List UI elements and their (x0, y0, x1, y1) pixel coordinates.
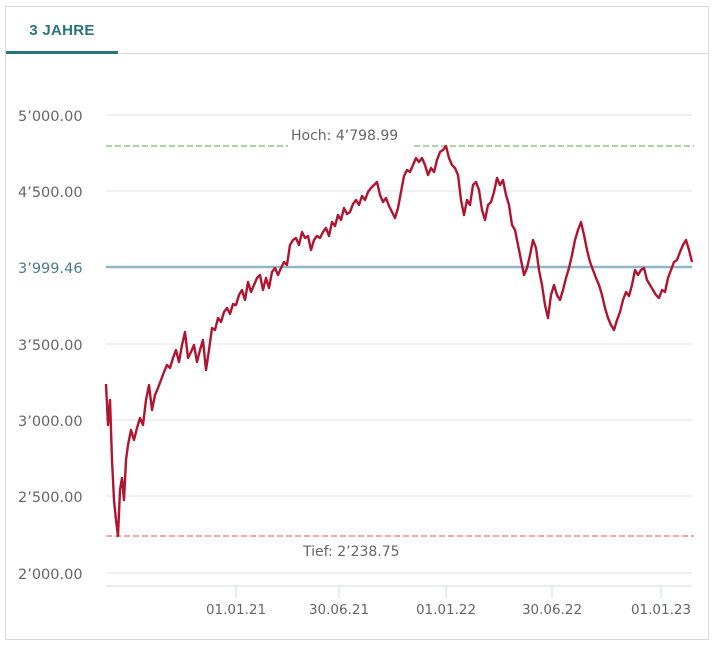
x-tick-label: 01.01.23 (631, 602, 691, 618)
y-tick-label: 2’500.00 (18, 490, 83, 506)
y-tick-label: 4’500.00 (18, 185, 83, 201)
x-tick-label: 01.01.21 (206, 602, 266, 618)
tab-bar: 3 JAHRE (6, 7, 708, 54)
y-tick-label: 2’000.00 (18, 567, 83, 583)
y-tick-label: 3’500.00 (18, 338, 83, 354)
reference-value-label: 3’999.46 (18, 261, 83, 277)
price-series-line (104, 144, 694, 538)
high-label: Hoch: 4’798.99 (291, 128, 398, 144)
chart-panel: 3 JAHRE (5, 6, 709, 640)
tab-3-jahre[interactable]: 3 JAHRE (6, 7, 118, 54)
y-tick-label: 5’000.00 (18, 109, 83, 125)
x-tick-label: 30.06.21 (309, 602, 369, 618)
x-tick-label: 01.01.22 (416, 602, 476, 618)
y-tick-label: 3’000.00 (18, 414, 83, 430)
x-tick-label: 30.06.22 (522, 602, 582, 618)
x-axis (106, 585, 692, 598)
low-label: Tief: 2’238.75 (302, 544, 400, 560)
